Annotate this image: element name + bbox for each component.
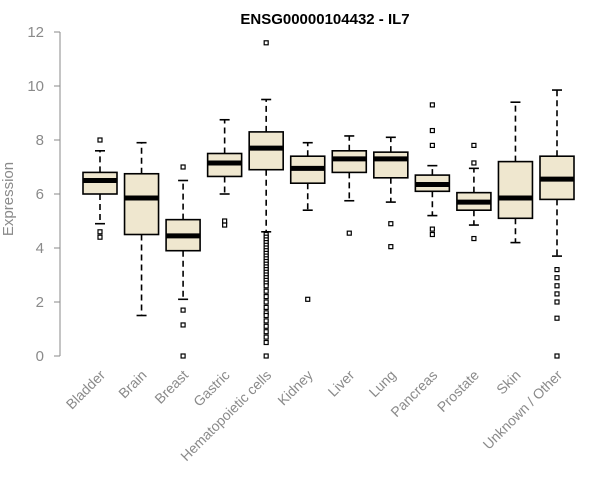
outlier-point (180, 164, 186, 170)
outlier-point (554, 275, 560, 281)
box-liver (331, 135, 368, 236)
y-tick-label: 0 (36, 348, 44, 365)
iqr-box (331, 150, 368, 174)
outlier-point (263, 288, 269, 294)
iqr-box (373, 151, 409, 179)
outlier-point (263, 312, 269, 319)
outlier-point (429, 102, 435, 108)
outlier-point (429, 127, 435, 134)
box-pancreas (414, 102, 451, 238)
outlier-point (263, 40, 269, 46)
outlier-point (471, 142, 477, 148)
x-tick-label: Unknown / Other (480, 367, 566, 453)
outlier-point (97, 229, 103, 235)
outlier-point (263, 299, 269, 305)
x-tick-label: Brain (115, 367, 149, 401)
outlier-point (429, 142, 435, 148)
x-tick-label: Prostate (434, 367, 482, 415)
outlier-point (222, 222, 228, 228)
outlier-point (263, 329, 269, 335)
x-tick-label: Liver (325, 367, 358, 400)
outlier-point (429, 231, 435, 238)
box-prostate (456, 142, 492, 242)
y-tick-label: 12 (27, 24, 44, 41)
x-tick-label: Breast (151, 367, 191, 407)
iqr-box (248, 131, 284, 171)
y-tick-label: 2 (36, 294, 44, 311)
outlier-point (180, 322, 186, 328)
outlier-point (429, 226, 435, 232)
boxes-layer (82, 40, 575, 359)
y-axis-label: Expression (0, 162, 17, 236)
outlier-point (554, 283, 560, 289)
y-tick-label: 8 (36, 132, 44, 149)
iqr-box (82, 171, 118, 195)
box-kidney (289, 141, 326, 302)
box-breast (165, 164, 201, 359)
outlier-point (554, 353, 560, 359)
outlier-point (263, 318, 269, 324)
box-hematopoietic-cells (248, 40, 284, 359)
outlier-point (180, 307, 186, 313)
x-tick-label: Kidney (274, 367, 316, 409)
x-tick-label: Bladder (63, 367, 109, 413)
box-bladder (82, 137, 118, 240)
outlier-point (180, 353, 186, 359)
outlier-point (554, 315, 560, 321)
outlier-point (263, 339, 269, 346)
outlier-point (263, 283, 269, 289)
y-tick-label: 10 (27, 78, 44, 95)
outlier-point (471, 160, 477, 166)
outlier-point (97, 137, 103, 143)
outlier-point (471, 235, 477, 242)
outlier-point (305, 296, 311, 302)
y-axis: 0 2 4 6 8 10 12 (27, 24, 61, 365)
iqr-box (497, 160, 534, 220)
outlier-point (263, 304, 269, 310)
outlier-point (97, 234, 103, 240)
outlier-point (388, 221, 394, 227)
box-gastric (206, 118, 243, 228)
y-tick-label: 6 (36, 186, 44, 203)
x-tick-label: Lung (366, 367, 399, 400)
outlier-point (263, 323, 269, 329)
outlier-point (554, 267, 560, 273)
outlier-point (554, 299, 560, 305)
outlier-point (222, 218, 228, 224)
x-tick-label: Skin (493, 367, 524, 398)
box-unknown-other (539, 89, 575, 359)
outlier-point (388, 244, 394, 250)
chart-title: ENSG00000104432 - IL7 (240, 11, 409, 28)
iqr-box (123, 172, 160, 236)
outlier-point (263, 294, 269, 300)
y-tick-label: 4 (36, 240, 44, 257)
outlier-point (263, 334, 269, 340)
box-brain (123, 141, 160, 317)
box-lung (373, 136, 409, 250)
outlier-point (346, 230, 352, 236)
outlier-point (554, 291, 560, 297)
box-skin (497, 101, 534, 244)
outlier-point (263, 353, 269, 359)
